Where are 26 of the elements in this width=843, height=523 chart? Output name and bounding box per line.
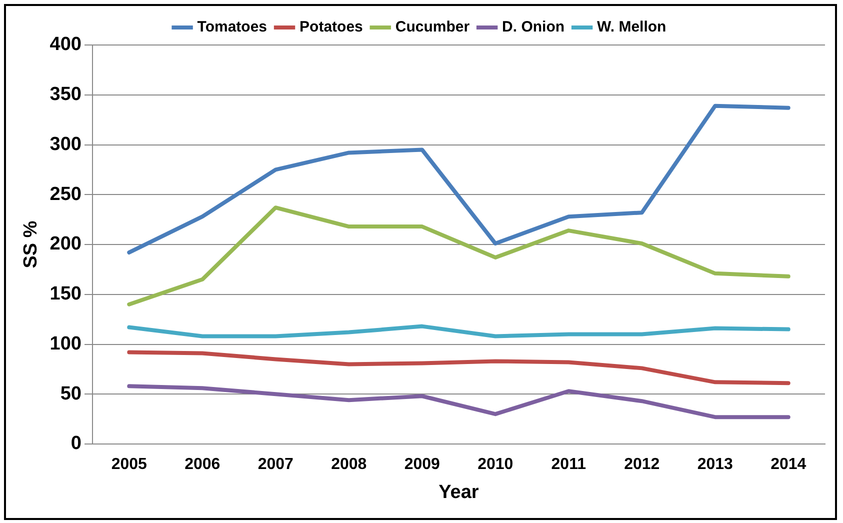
y-tick-label: 300 xyxy=(50,134,82,155)
y-tick-label: 0 xyxy=(70,433,82,454)
y-tick-label: 150 xyxy=(50,284,82,305)
x-tick-label: 2012 xyxy=(624,456,660,474)
x-tick-label: 2010 xyxy=(478,456,514,474)
x-tick-label: 2005 xyxy=(111,456,148,474)
legend-label: Cucumber xyxy=(395,18,470,36)
y-axis-title: SS % xyxy=(20,220,42,268)
x-tick-label: 2007 xyxy=(258,456,294,474)
x-tick-label: 2009 xyxy=(404,456,440,474)
y-tick-label: 400 xyxy=(50,34,82,56)
x-tick-label: 2013 xyxy=(697,456,734,474)
y-tick-label: 100 xyxy=(50,333,82,354)
x-tick-label: 2006 xyxy=(184,456,220,474)
x-axis-title: Year xyxy=(438,482,480,503)
legend-label: Tomatoes xyxy=(197,18,268,36)
legend-label: Potatoes xyxy=(300,18,363,36)
legend-label: W. Mellon xyxy=(597,18,666,36)
y-tick-label: 350 xyxy=(50,84,82,106)
legend-label: D. Onion xyxy=(502,18,565,36)
y-tick-label: 50 xyxy=(60,383,82,404)
x-tick-label: 2011 xyxy=(551,456,586,474)
y-tick-label: 250 xyxy=(50,184,82,205)
x-tick-label: 2014 xyxy=(770,456,806,474)
y-tick-label: 200 xyxy=(50,234,82,255)
x-tick-label: 2008 xyxy=(331,456,367,474)
